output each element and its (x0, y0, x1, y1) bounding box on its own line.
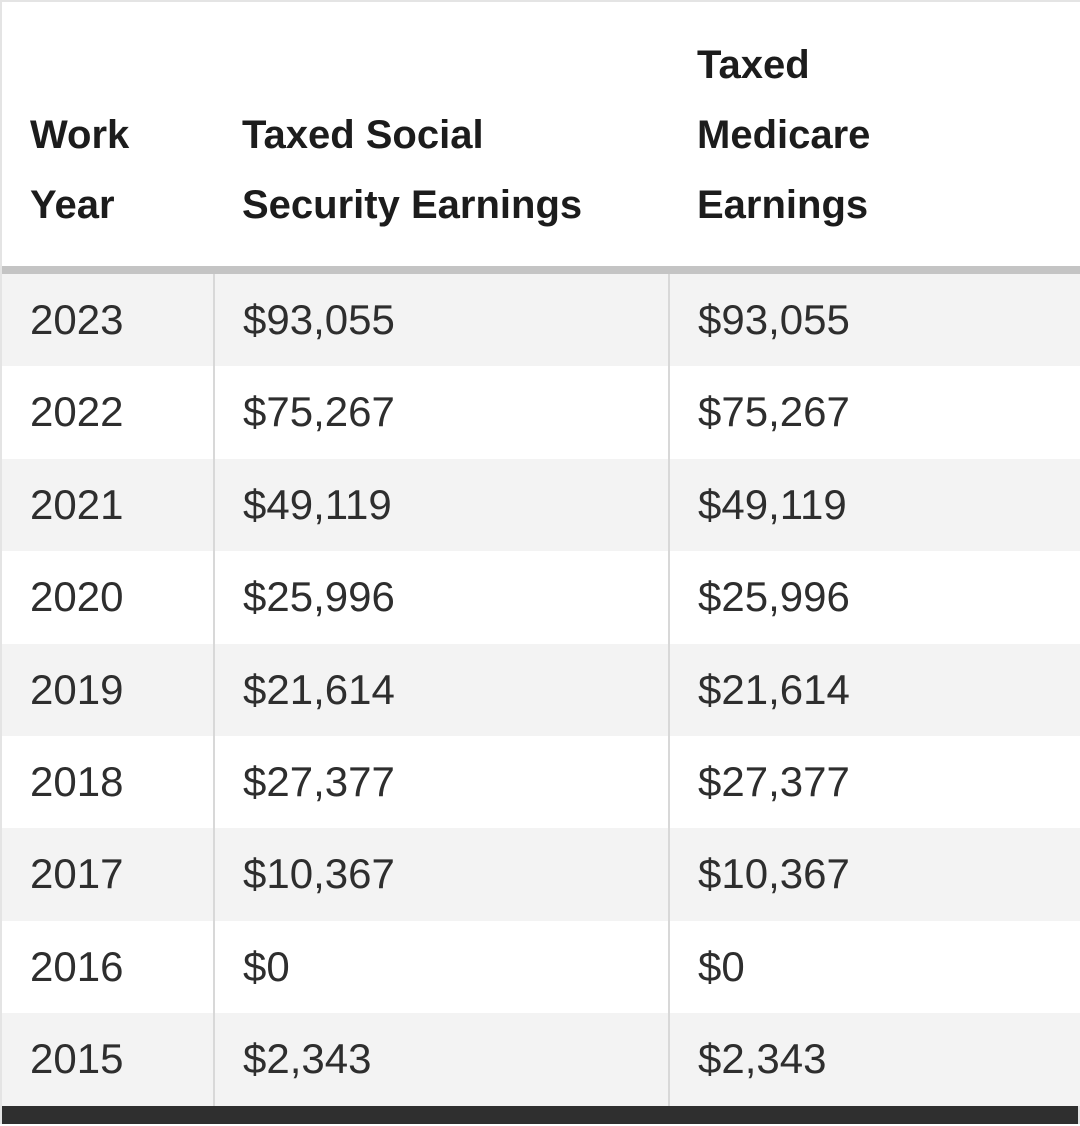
cell-medicare-earnings: $2,343 (668, 1013, 1080, 1106)
col-header-taxed-medicare-earnings-label: Taxed Medicare Earnings (697, 43, 871, 227)
cell-ss-earnings: $49,119 (213, 458, 669, 552)
cell-ss-earnings: $25,996 (213, 551, 669, 644)
col-header-work-year: Work Year (2, 2, 214, 274)
cell-work-year: 2017 (30, 850, 124, 898)
cell-medicare-earnings: $75,267 (668, 366, 1080, 459)
cell-ss-earnings: $93,055 (213, 270, 669, 367)
table-row: 2015 $2,343 $2,343 (2, 1013, 1080, 1106)
table-row: 2017 $10,367 $10,367 (2, 828, 1080, 921)
cell-ss-earnings: $27,377 (213, 735, 669, 829)
col-header-taxed-medicare-earnings: Taxed Medicare Earnings (669, 2, 1080, 274)
table-row: 2022 $75,267 $75,267 (2, 366, 1080, 459)
col-header-taxed-social-security-earnings-label: Taxed Social Security Earnings (242, 113, 583, 227)
cell-ss-earnings: $0 (213, 920, 669, 1014)
cell-work-year: 2022 (30, 388, 124, 436)
cell-work-year: 2016 (30, 942, 124, 990)
cell-work-year: 2018 (30, 757, 124, 805)
bottom-divider-bar (2, 1105, 1078, 1124)
cell-medicare-earnings: $27,377 (668, 735, 1080, 829)
table-row: 2023 $93,055 $93,055 (2, 270, 1080, 367)
col-header-work-year-label: Work Year (30, 113, 130, 227)
cell-work-year: 2021 (30, 480, 124, 528)
cell-work-year: 2023 (30, 296, 124, 343)
table-row: 2021 $49,119 $49,119 (2, 458, 1080, 552)
table-row: 2016 $0 $0 (2, 920, 1080, 1014)
col-header-taxed-social-security-earnings: Taxed Social Security Earnings (214, 2, 669, 274)
cell-medicare-earnings: $21,614 (668, 643, 1080, 736)
cell-work-year: 2019 (30, 665, 124, 713)
cell-medicare-earnings: $49,119 (668, 458, 1080, 552)
cell-medicare-earnings: $25,996 (668, 551, 1080, 644)
earnings-record-table: Work Year Taxed Social Security Earnings… (2, 2, 1080, 1106)
cell-medicare-earnings: $10,367 (668, 828, 1080, 921)
cell-ss-earnings: $75,267 (213, 366, 669, 459)
cell-medicare-earnings: $93,055 (668, 270, 1080, 367)
cell-ss-earnings: $2,343 (213, 1013, 669, 1106)
cell-ss-earnings: $21,614 (213, 643, 669, 736)
table-row: 2019 $21,614 $21,614 (2, 643, 1080, 736)
cell-work-year: 2015 (30, 1035, 124, 1083)
cell-medicare-earnings: $0 (668, 920, 1080, 1014)
cell-work-year: 2020 (30, 573, 124, 621)
table-row: 2020 $25,996 $25,996 (2, 551, 1080, 644)
cell-ss-earnings: $10,367 (213, 828, 669, 921)
header-row: Work Year Taxed Social Security Earnings… (2, 2, 1080, 274)
table-row: 2018 $27,377 $27,377 (2, 735, 1080, 829)
